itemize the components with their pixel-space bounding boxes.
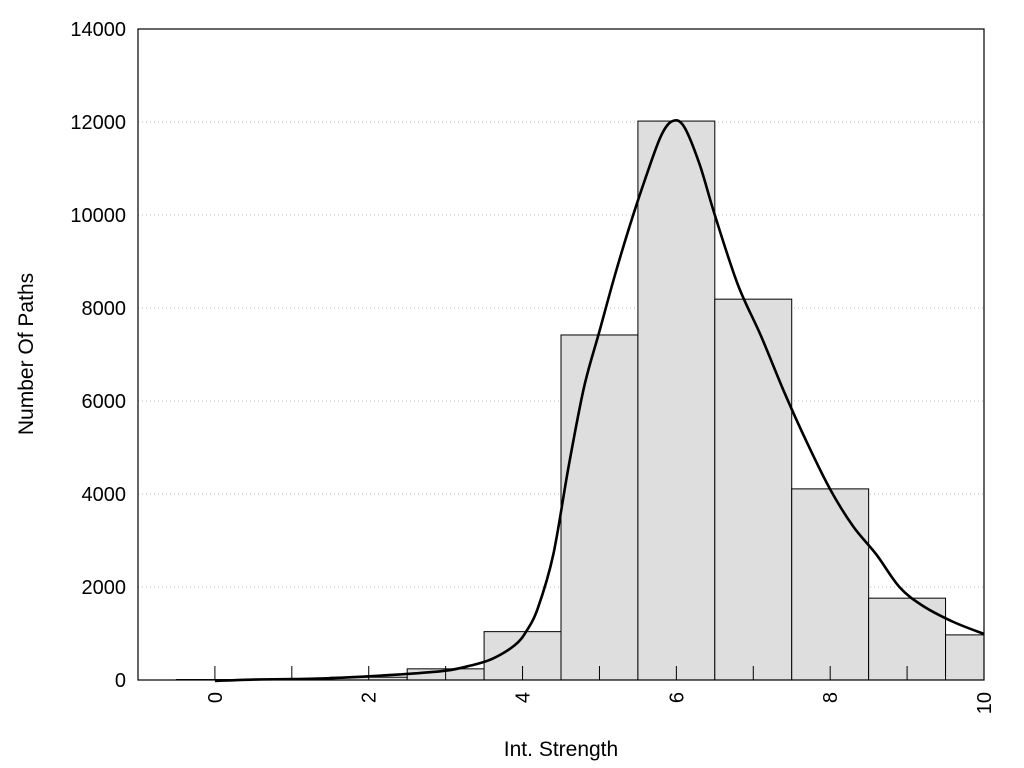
y-tick-label: 8000 xyxy=(82,298,127,320)
x-tick-label: 4 xyxy=(513,692,535,703)
x-tick-label: 0 xyxy=(205,692,227,703)
x-tick-label: 6 xyxy=(666,692,688,703)
histogram-bar xyxy=(637,120,716,681)
x-axis-ticks: 0 2 4 6 8 10 xyxy=(205,666,996,714)
fit-curve-layer xyxy=(214,118,985,683)
y-tick-label: 10000 xyxy=(70,205,126,227)
histogram-bar xyxy=(791,488,870,681)
y-tick-label: 0 xyxy=(115,670,126,692)
x-tick-label: 8 xyxy=(820,692,842,703)
y-tick-label: 14000 xyxy=(70,19,126,41)
histogram-bar xyxy=(714,298,793,681)
x-axis-title: Int. Strength xyxy=(504,738,618,761)
y-tick-label: 4000 xyxy=(82,484,127,506)
y-tick-label: 12000 xyxy=(70,112,126,134)
x-tick-label: 2 xyxy=(359,692,381,703)
x-tick-label: 10 xyxy=(974,692,996,714)
plot-frame xyxy=(137,28,985,681)
y-tick-label: 2000 xyxy=(82,577,127,599)
histogram-bar xyxy=(560,334,639,681)
y-axis-ticks: 0 2000 4000 6000 8000 10000 12000 14000 xyxy=(70,19,126,692)
y-axis-title: Number Of Paths xyxy=(15,273,38,435)
fit-curve xyxy=(214,118,985,683)
y-tick-label: 6000 xyxy=(82,391,127,413)
histogram-bar xyxy=(945,634,985,681)
